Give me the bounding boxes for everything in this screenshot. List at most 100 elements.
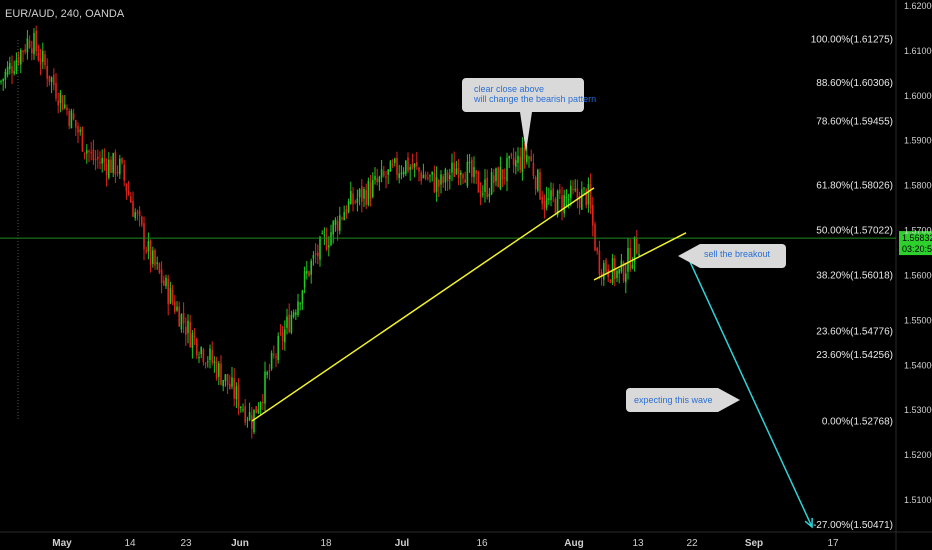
- candle-down[interactable]: [609, 279, 612, 283]
- candle-up[interactable]: [303, 271, 306, 288]
- candle-up[interactable]: [378, 176, 381, 182]
- candle-down[interactable]: [178, 306, 180, 327]
- candle-up[interactable]: [488, 193, 491, 197]
- candle-up[interactable]: [70, 110, 73, 129]
- price-axis[interactable]: 1.51000 1.52000 1.53000 1.54000 1.55000 1.560…: [904, 1, 932, 505]
- candle-down[interactable]: [81, 127, 84, 152]
- candle-up[interactable]: [587, 184, 590, 205]
- candle-down[interactable]: [35, 30, 37, 52]
- candle-up[interactable]: [319, 236, 321, 260]
- candle-up[interactable]: [86, 150, 88, 154]
- candle-down[interactable]: [44, 54, 46, 66]
- candle-down[interactable]: [457, 167, 460, 179]
- candle-down[interactable]: [72, 113, 75, 120]
- candle-up[interactable]: [306, 271, 308, 274]
- candle-up[interactable]: [347, 201, 350, 212]
- candle-up[interactable]: [367, 180, 370, 205]
- candle-up[interactable]: [299, 303, 301, 305]
- callout-wave-bubble[interactable]: [626, 388, 740, 412]
- time-axis[interactable]: May 14 23 Jun 18 Jul 16 Aug 13 22 Sep 17: [52, 538, 839, 549]
- candle-up[interactable]: [13, 71, 15, 74]
- candle-up[interactable]: [290, 315, 293, 333]
- candle-up[interactable]: [286, 316, 288, 328]
- candle-up[interactable]: [548, 198, 550, 200]
- candle-down[interactable]: [132, 201, 134, 217]
- candle-up[interactable]: [422, 174, 425, 179]
- candle-down[interactable]: [204, 363, 207, 365]
- candle-down[interactable]: [416, 162, 418, 166]
- candle-down[interactable]: [123, 164, 125, 181]
- candle-down[interactable]: [121, 158, 123, 164]
- candle-down[interactable]: [594, 224, 596, 251]
- candle-down[interactable]: [532, 163, 535, 177]
- candle-up[interactable]: [618, 269, 620, 274]
- candle-down[interactable]: [453, 162, 455, 177]
- callout-bearish-bubble[interactable]: [462, 78, 584, 152]
- candle-down[interactable]: [189, 321, 191, 348]
- candle-down[interactable]: [446, 172, 449, 182]
- candle-up[interactable]: [191, 333, 194, 348]
- candle-down[interactable]: [438, 180, 440, 187]
- candle-down[interactable]: [116, 171, 119, 173]
- candle-up[interactable]: [200, 347, 202, 355]
- candle-down[interactable]: [66, 107, 68, 110]
- candle-up[interactable]: [466, 161, 469, 186]
- candle-down[interactable]: [158, 263, 161, 273]
- candle-up[interactable]: [413, 163, 416, 168]
- candle-up[interactable]: [449, 175, 451, 180]
- candle-down[interactable]: [255, 406, 257, 414]
- candle-up[interactable]: [444, 169, 447, 183]
- candle-down[interactable]: [130, 196, 132, 203]
- candle-down[interactable]: [578, 195, 581, 208]
- candle-down[interactable]: [39, 58, 42, 65]
- candle-up[interactable]: [328, 245, 330, 248]
- candle-up[interactable]: [374, 176, 376, 180]
- candle-down[interactable]: [317, 252, 319, 257]
- candle-down[interactable]: [288, 314, 290, 333]
- candle-up[interactable]: [521, 147, 524, 173]
- candle-down[interactable]: [92, 149, 95, 161]
- candle-up[interactable]: [64, 104, 66, 108]
- candle-up[interactable]: [224, 374, 227, 382]
- candle-up[interactable]: [517, 155, 519, 163]
- candle-up[interactable]: [440, 174, 442, 185]
- candle-up[interactable]: [310, 260, 312, 275]
- candle-up[interactable]: [207, 361, 209, 363]
- candle-up[interactable]: [277, 335, 279, 361]
- candle-up[interactable]: [356, 198, 359, 203]
- candlestick-series[interactable]: [0, 25, 640, 439]
- candle-up[interactable]: [284, 329, 286, 343]
- trendline[interactable]: [251, 187, 595, 422]
- candle-down[interactable]: [182, 313, 185, 324]
- candle-up[interactable]: [358, 189, 361, 198]
- candle-up[interactable]: [176, 306, 178, 311]
- candle-up[interactable]: [301, 290, 304, 304]
- candle-up[interactable]: [152, 250, 154, 264]
- candle-down[interactable]: [141, 216, 143, 225]
- candle-up[interactable]: [187, 320, 189, 334]
- candle-down[interactable]: [262, 401, 264, 403]
- candle-up[interactable]: [508, 155, 510, 159]
- candle-down[interactable]: [365, 190, 367, 206]
- candle-up[interactable]: [603, 263, 605, 280]
- candle-up[interactable]: [387, 169, 389, 175]
- candle-down[interactable]: [605, 260, 607, 272]
- candle-down[interactable]: [369, 182, 372, 199]
- candle-up[interactable]: [6, 66, 9, 75]
- candle-down[interactable]: [530, 156, 532, 161]
- candle-down[interactable]: [237, 384, 240, 409]
- candle-down[interactable]: [75, 119, 77, 128]
- candle-up[interactable]: [180, 314, 183, 330]
- candle-up[interactable]: [79, 129, 81, 132]
- candle-down[interactable]: [244, 406, 246, 423]
- candle-down[interactable]: [600, 272, 603, 278]
- candle-down[interactable]: [385, 176, 387, 178]
- candle-up[interactable]: [134, 212, 136, 219]
- candle-down[interactable]: [171, 290, 174, 302]
- candle-up[interactable]: [409, 167, 411, 170]
- candle-down[interactable]: [202, 349, 205, 362]
- candle-up[interactable]: [339, 215, 341, 231]
- candle-down[interactable]: [354, 201, 356, 203]
- candle-down[interactable]: [167, 278, 169, 305]
- candle-up[interactable]: [264, 371, 266, 404]
